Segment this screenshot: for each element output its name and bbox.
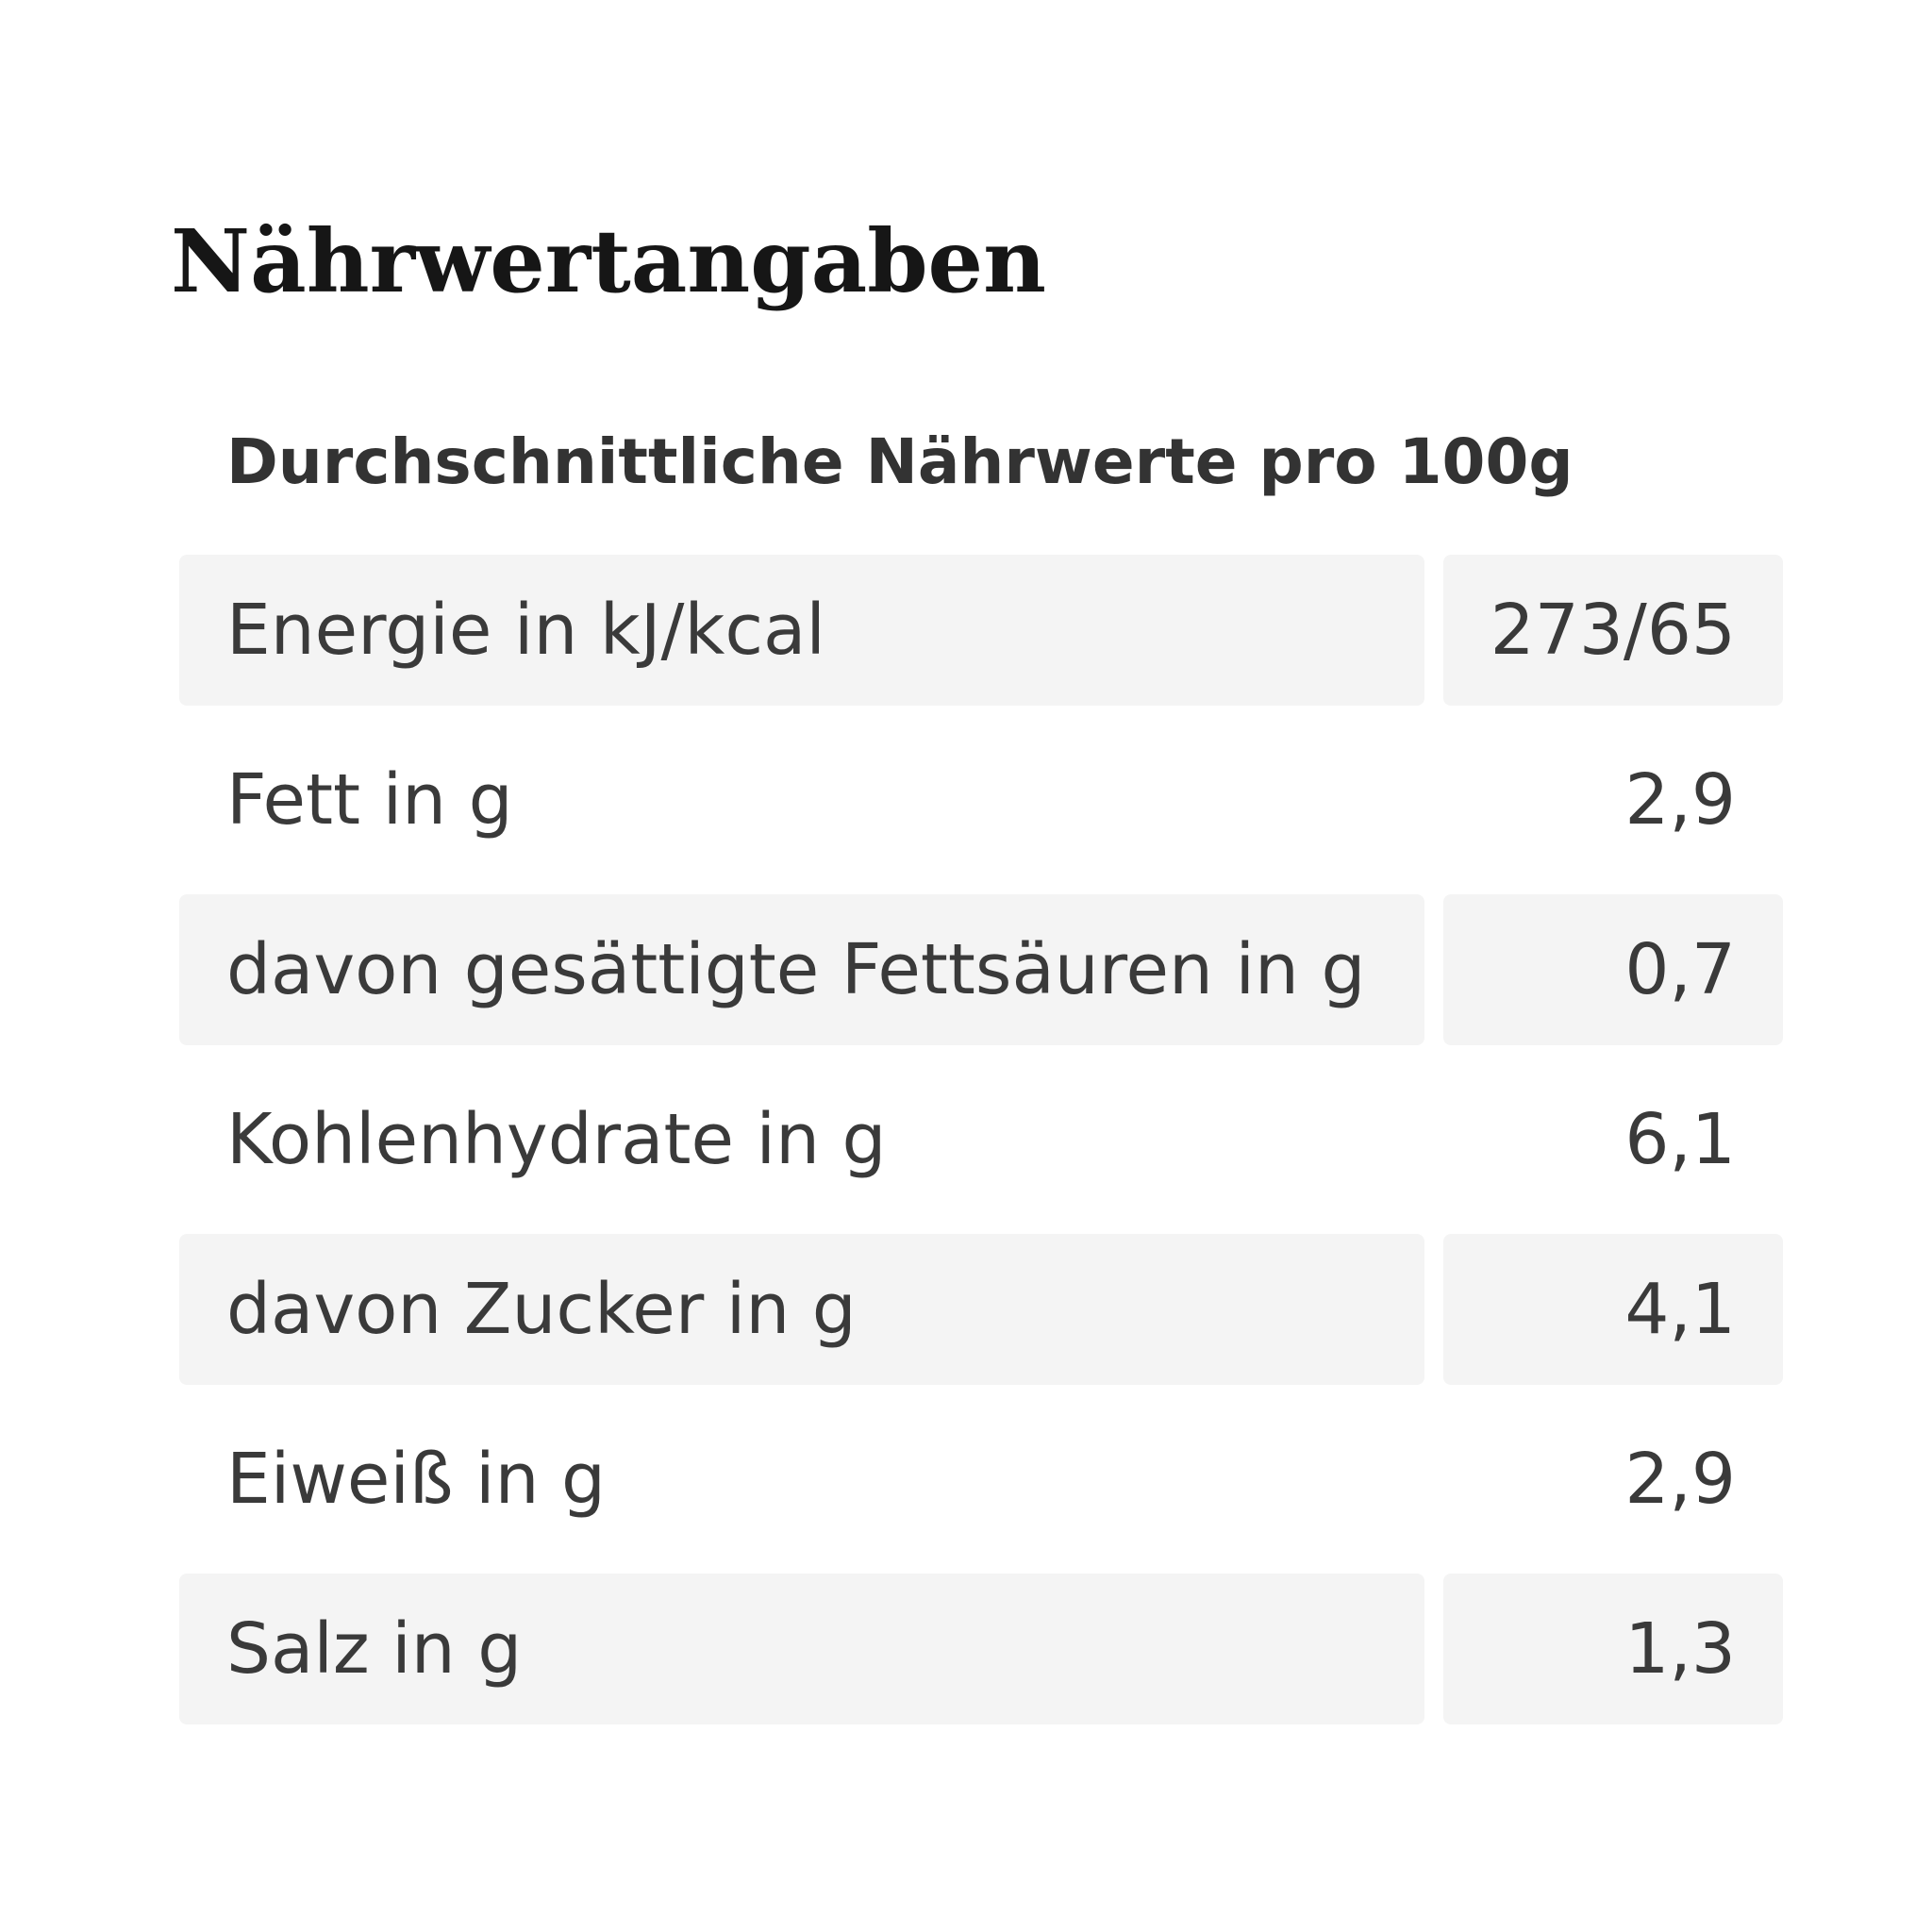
table-row: davon gesättigte Fettsäuren in g 0,7	[179, 894, 1783, 1045]
nutrient-label: Eiweiß in g	[226, 1439, 607, 1520]
nutrient-value: 273/65	[1443, 555, 1783, 706]
table-row: Kohlenhydrate in g 6,1	[179, 1064, 1783, 1215]
nutrient-value: 4,1	[1443, 1234, 1783, 1385]
table-caption: Durchschnittliche Nährwerte pro 100g	[226, 425, 1574, 498]
section-title: Nährwertangaben	[171, 210, 1046, 312]
nutrient-value: 6,1	[1624, 1099, 1736, 1180]
nutrient-value: 2,9	[1624, 1439, 1736, 1520]
table-row: Salz in g 1,3	[179, 1574, 1783, 1724]
nutrition-table: Energie in kJ/kcal 273/65 Fett in g 2,9 …	[179, 555, 1783, 1724]
nutrient-label: Fett in g	[226, 759, 513, 841]
table-row: Energie in kJ/kcal 273/65	[179, 555, 1783, 706]
nutrient-value: 1,3	[1443, 1574, 1783, 1724]
nutrient-label: davon gesättigte Fettsäuren in g	[179, 894, 1424, 1045]
nutrient-label: Salz in g	[179, 1574, 1424, 1724]
nutrient-label: Kohlenhydrate in g	[226, 1099, 887, 1180]
table-row: davon Zucker in g 4,1	[179, 1234, 1783, 1385]
table-row: Fett in g 2,9	[179, 724, 1783, 875]
nutrient-label: davon Zucker in g	[179, 1234, 1424, 1385]
table-row: Eiweiß in g 2,9	[179, 1404, 1783, 1555]
nutrient-label: Energie in kJ/kcal	[179, 555, 1424, 706]
nutrient-value: 0,7	[1443, 894, 1783, 1045]
nutrient-value: 2,9	[1624, 759, 1736, 841]
